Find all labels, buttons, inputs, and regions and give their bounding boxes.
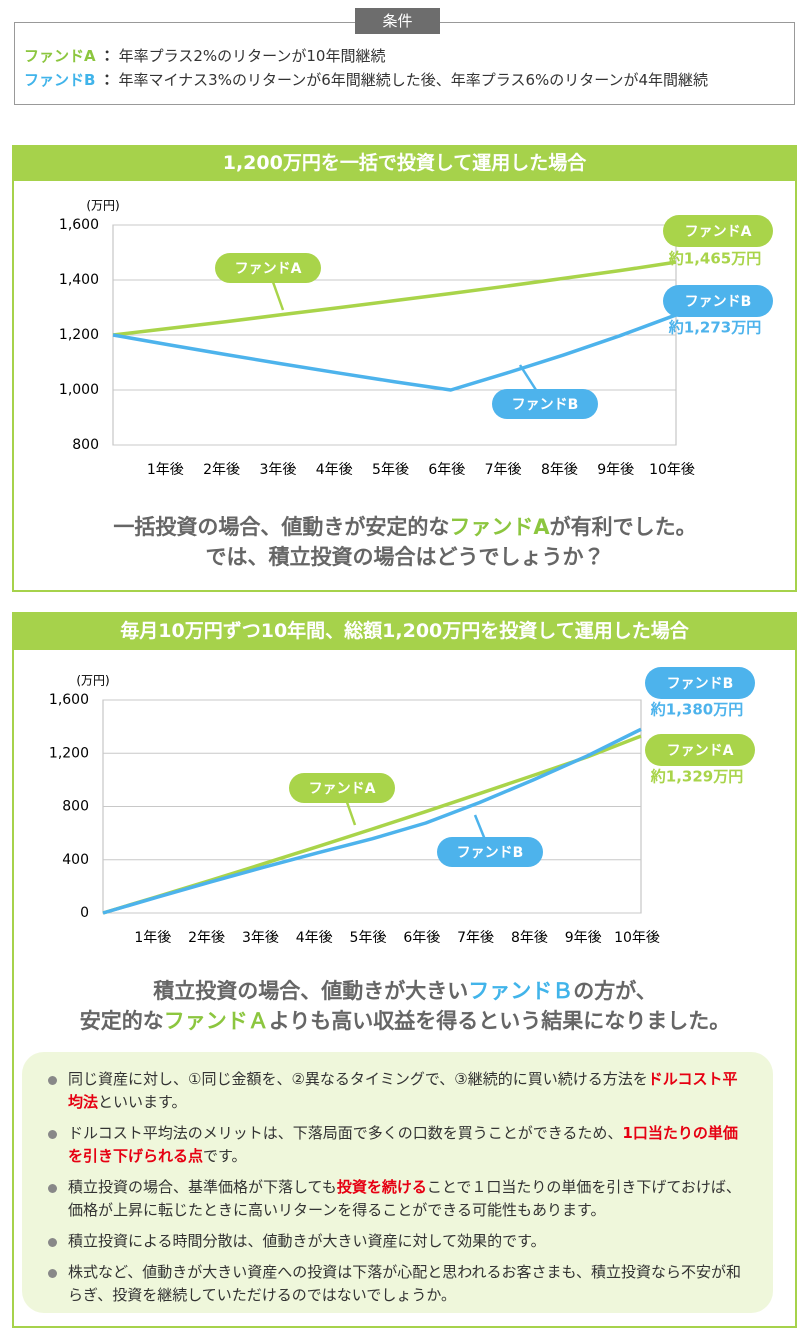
summary: 積立投資の場合、値動きが大きいファンドＢの方が、 安定的なファンドＡよりも高い収益… — [0, 976, 810, 1036]
text: 積立投資による時間分散は、値動きが大きい資産に対して効果的です。 — [68, 1232, 546, 1250]
text: 同じ資産に対し、①同じ金額を、②異なるタイミングで、③継続的に買い続ける方法を — [68, 1070, 648, 1088]
summary: 一括投資の場合、値動きが安定的なファンドAが有利でした。では、積立投資の場合はど… — [0, 512, 810, 572]
text: です。 — [203, 1147, 247, 1165]
text: よりも高い収益を得るという結果になりました。 — [268, 1009, 731, 1033]
note: ドルコスト平均法のメリットは、下落局面で多くの口数を買うことができるため、1口当… — [48, 1122, 751, 1168]
emphasis: ファンドA — [449, 515, 550, 539]
note: 積立投資による時間分散は、値動きが大きい資産に対して効果的です。 — [48, 1230, 751, 1253]
section-header: 毎月10万円ずつ10年間、総額1,200万円を投資して運用した場合 — [12, 612, 797, 650]
text: 一括投資の場合、値動きが安定的な — [113, 515, 450, 539]
emphasis: 1口当たりの単価を引き下げられる点 — [68, 1124, 738, 1165]
section-header: 1,200万円を一括で投資して運用した場合 — [12, 145, 797, 181]
text: 積立投資の場合、基準価格が下落しても — [68, 1178, 337, 1196]
note: 同じ資産に対し、①同じ金額を、②異なるタイミングで、③継続的に買い続ける方法をド… — [48, 1068, 751, 1114]
separator: ： — [99, 47, 115, 65]
text: ドルコスト平均法のメリットは、下落局面で多くの口数を買うことができるため、 — [68, 1124, 623, 1142]
text: では、積立投資の場合はどうでしょうか？ — [205, 545, 605, 569]
summary-line: 積立投資の場合、値動きが大きいファンドＢの方が、 — [0, 976, 810, 1006]
text: 積立投資の場合、値動きが大きい — [153, 979, 469, 1003]
emphasis: ファンドＡ — [163, 1009, 269, 1033]
text: の方が、 — [573, 979, 657, 1003]
condition-text: 年率プラス2%のリターンが10年間継続 — [118, 47, 386, 65]
bullet — [48, 1238, 57, 1247]
bullet — [48, 1076, 57, 1085]
emphasis: 投資を続ける — [336, 1178, 427, 1196]
bullet — [48, 1269, 57, 1278]
text: が有利でした。 — [549, 515, 697, 539]
text: ことで１口当たりの単価を引き下げておけば、価格が上昇に転じたときに高いリターンを… — [68, 1178, 741, 1219]
emphasis: ドルコスト平均法 — [68, 1070, 738, 1111]
conditions-label: 条件 — [355, 8, 440, 34]
note: 積立投資の場合、基準価格が下落しても投資を続けることで１口当たりの単価を引き下げ… — [48, 1176, 751, 1222]
text: 株式など、値動きが大きい資産への投資は下落が心配と思われるお客さまも、積立投資な… — [68, 1263, 742, 1304]
note: 株式など、値動きが大きい資産への投資は下落が心配と思われるお客さまも、積立投資な… — [48, 1261, 751, 1307]
notes: 同じ資産に対し、①同じ金額を、②異なるタイミングで、③継続的に買い続ける方法をド… — [48, 1068, 751, 1307]
summary-line: 安定的なファンドＡよりも高い収益を得るという結果になりました。 — [0, 1006, 810, 1036]
fund-name: ファンドA — [24, 47, 96, 65]
text: 安定的な — [79, 1009, 164, 1033]
condition: ファンドA：年率プラス2%のリターンが10年間継続 — [24, 45, 385, 66]
notes-box: 同じ資産に対し、①同じ金額を、②異なるタイミングで、③継続的に買い続ける方法をド… — [22, 1052, 773, 1313]
condition-text: 年率マイナス3%のリターンが6年間継続した後、年率プラス6%のリターンが4年間継… — [118, 71, 709, 89]
fund-name: ファンドB — [24, 71, 96, 89]
separator: ： — [99, 71, 115, 89]
summary-line: 一括投資の場合、値動きが安定的なファンドAが有利でした。 — [0, 512, 810, 542]
text: といいます。 — [98, 1093, 187, 1111]
summary-line: では、積立投資の場合はどうでしょうか？ — [0, 542, 810, 572]
bullet — [48, 1184, 57, 1193]
emphasis: ファンドＢ — [468, 979, 574, 1003]
bullet — [48, 1130, 57, 1139]
condition: ファンドB：年率マイナス3%のリターンが6年間継続した後、年率プラス6%のリター… — [24, 69, 708, 90]
